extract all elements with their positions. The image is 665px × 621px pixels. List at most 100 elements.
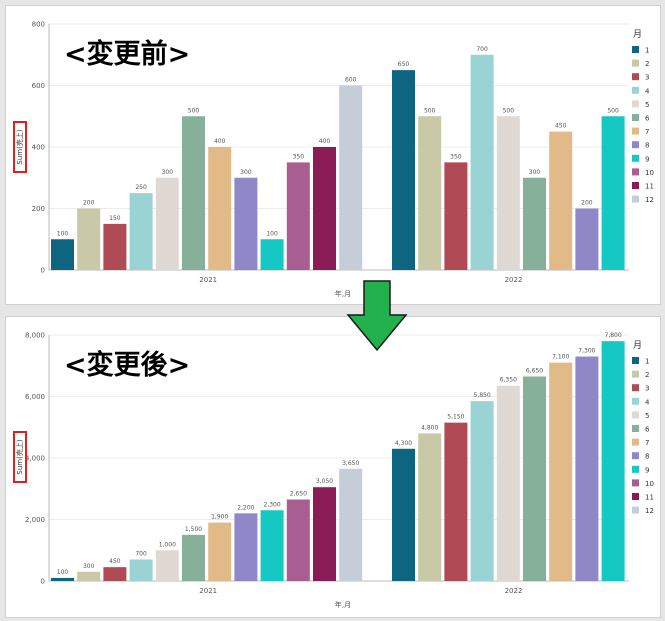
after-legend-swatch-8: [632, 452, 639, 460]
before-legend-label-11: 11: [645, 183, 654, 191]
after-bar-2021-10: [286, 499, 310, 581]
before-data-label: 650: [398, 61, 410, 68]
after-data-label: 7,800: [605, 332, 622, 339]
after-y-tick-label: 0: [41, 578, 45, 586]
after-data-label: 2,300: [264, 501, 281, 508]
before-x-tick-label: 2022: [505, 276, 523, 284]
before-bar-2021-5: [155, 177, 179, 270]
before-legend-swatch-9: [632, 154, 639, 162]
before-legend-label-5: 5: [645, 101, 649, 109]
after-data-label: 7,100: [552, 354, 569, 361]
before-bar-2022-6: [523, 177, 546, 270]
after-legend-title: 月: [633, 340, 642, 351]
before-y-tick-label: 600: [32, 82, 45, 90]
before-data-label: 450: [555, 123, 567, 130]
after-data-label: 300: [83, 563, 95, 570]
after-bar-2021-2: [77, 571, 101, 581]
after-data-label: 700: [135, 550, 147, 557]
before-bar-2022-9: [601, 116, 625, 270]
before-bar-2021-1: [51, 239, 74, 270]
after-legend-label-2: 2: [645, 371, 649, 379]
y-axis-label-highlight: Sum(売上): [13, 431, 27, 483]
before-legend-swatch-5: [632, 100, 639, 108]
before-legend-swatch-1: [632, 46, 639, 53]
before-legend-label-12: 12: [645, 196, 654, 204]
before-data-label: 350: [293, 153, 305, 160]
before-bar-2022-3: [444, 162, 468, 270]
after-data-label: 4,300: [395, 440, 412, 447]
before-bar-2021-9: [260, 239, 284, 270]
before-bar-2021-12: [339, 85, 363, 270]
before-legend-swatch-11: [632, 182, 639, 189]
before-bar-2022-4: [470, 54, 494, 270]
after-data-label: 6,650: [526, 368, 543, 375]
after-y-tick-label: 4,000: [25, 455, 45, 463]
before-x-axis-title: 年,月: [335, 289, 351, 298]
after-bar-2021-5: [155, 550, 179, 581]
before-legend-swatch-6: [632, 114, 639, 121]
after-legend-swatch-5: [632, 411, 639, 419]
after-legend-label-10: 10: [645, 480, 654, 488]
after-bar-2021-8: [234, 513, 258, 581]
y-axis-label-highlight: Sum(売上): [13, 121, 27, 173]
after-legend-label-1: 1: [645, 358, 649, 366]
after-bar-2022-7: [549, 362, 573, 581]
after-legend-swatch-1: [632, 357, 639, 364]
before-data-label: 500: [503, 107, 515, 114]
before-y-tick-label: 800: [32, 21, 45, 29]
before-legend-label-7: 7: [645, 128, 649, 136]
after-legend-swatch-7: [632, 438, 639, 446]
after-title: <変更後>: [64, 350, 191, 381]
before-legend-label-1: 1: [645, 47, 649, 55]
bar-chart-before: 0 200 400 600 800 100 200 150 250 300 500 400 300 100…: [32, 21, 654, 299]
before-legend-swatch-7: [632, 127, 639, 135]
before-data-label: 350: [450, 153, 462, 160]
after-bar-2021-3: [103, 567, 127, 581]
after-legend-label-5: 5: [645, 412, 649, 420]
after-legend-swatch-10: [632, 479, 639, 487]
after-data-label: 6,350: [500, 377, 517, 384]
y-axis-label: Sum(売上): [16, 129, 24, 165]
after-data-label: 2,650: [290, 491, 307, 498]
after-bar-2022-3: [444, 422, 468, 581]
after-legend-label-9: 9: [645, 466, 649, 474]
before-bar-2022-2: [418, 116, 442, 270]
before-data-label: 150: [109, 215, 121, 222]
before-data-label: 400: [319, 138, 331, 145]
after-legend-swatch-9: [632, 465, 639, 473]
before-y-tick-label: 200: [32, 205, 45, 213]
chart-panel-before: 0 200 400 600 800 100 200 150 250 300 500 400 300 100…: [5, 5, 661, 305]
after-y-tick-label: 2,000: [25, 516, 45, 524]
before-legend-label-3: 3: [645, 74, 649, 82]
after-legend-swatch-11: [632, 493, 639, 500]
before-data-label: 300: [162, 169, 174, 176]
before-x-tick-label: 2021: [199, 276, 217, 284]
after-data-label: 100: [57, 569, 69, 576]
before-bar-2021-11: [313, 147, 336, 270]
after-legend-swatch-2: [632, 370, 639, 378]
after-bar-2021-12: [339, 468, 363, 581]
before-bar-2022-8: [575, 208, 599, 270]
before-bar-2021-4: [129, 193, 153, 270]
before-legend-swatch-8: [632, 141, 639, 149]
after-legend-swatch-4: [632, 397, 639, 405]
before-legend-label-4: 4: [645, 87, 650, 95]
before-legend-swatch-2: [632, 59, 639, 67]
after-data-label: 1,500: [185, 526, 202, 533]
after-bar-2021-6: [182, 534, 205, 581]
after-data-label: 3,650: [342, 460, 359, 467]
after-legend-label-6: 6: [645, 426, 650, 434]
before-data-label: 700: [476, 46, 488, 53]
before-legend-swatch-3: [632, 73, 639, 81]
after-data-label: 1,000: [159, 541, 176, 548]
after-legend-label-7: 7: [645, 439, 649, 447]
before-legend-label-2: 2: [645, 60, 649, 68]
before-bar-2021-10: [286, 162, 310, 270]
after-legend-swatch-12: [632, 506, 639, 514]
down-arrow-icon: [346, 280, 408, 352]
after-data-label: 3,050: [316, 478, 333, 485]
after-y-tick-label: 6,000: [25, 393, 45, 401]
before-bar-2021-6: [182, 116, 205, 270]
before-data-label: 500: [607, 107, 619, 114]
before-title: <変更前>: [64, 39, 191, 70]
